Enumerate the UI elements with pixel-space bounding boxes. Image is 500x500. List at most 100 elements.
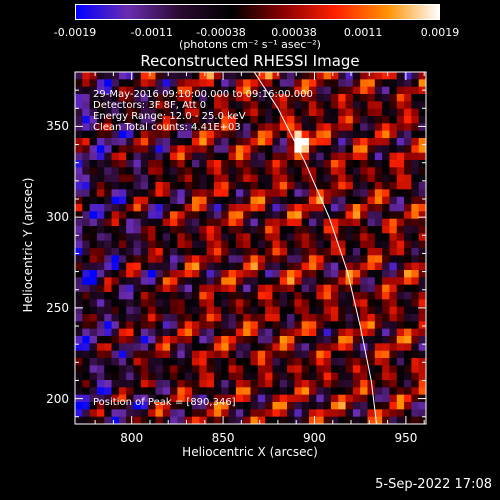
heatmap-cell — [265, 211, 273, 220]
heatmap-cell — [360, 152, 368, 161]
heatmap-cell — [257, 233, 266, 242]
heatmap-cell — [309, 350, 317, 359]
heatmap-cell — [272, 358, 281, 366]
heatmap-cell — [345, 130, 354, 139]
heatmap-cell — [301, 248, 310, 256]
heatmap-cell — [228, 262, 237, 271]
heatmap-cell — [133, 218, 142, 227]
heatmap-cell — [221, 277, 230, 286]
heatmap-cell — [192, 182, 200, 190]
heatmap-cell — [148, 101, 156, 110]
heatmap-cell — [89, 277, 98, 286]
heatmap-cell — [352, 167, 361, 176]
heatmap-cell — [316, 233, 325, 242]
plot-title: Reconstructed RHESSI Image — [140, 52, 360, 70]
heatmap-cell — [352, 204, 361, 212]
heatmap-cell — [345, 255, 354, 264]
heatmap-cell — [235, 72, 244, 80]
heatmap-cell — [294, 116, 303, 124]
heatmap-cell — [162, 277, 171, 286]
heatmap-cell — [411, 218, 420, 227]
heatmap-cell — [199, 262, 208, 271]
x-tick-label: 900 — [303, 431, 326, 445]
heatmap-cell — [257, 387, 266, 396]
heatmap-cell — [345, 336, 354, 344]
heatmap-cell — [323, 233, 332, 242]
heatmap-cell — [265, 299, 273, 308]
heatmap-cell — [330, 211, 339, 220]
heatmap-cell — [250, 211, 259, 220]
heatmap-cell — [309, 336, 317, 344]
heatmap-cell — [162, 350, 171, 359]
heatmap-cell — [389, 108, 398, 117]
heatmap-cell — [338, 350, 347, 359]
heatmap-cell — [287, 358, 295, 366]
heatmap-cell — [206, 233, 215, 242]
heatmap-cell — [389, 277, 398, 286]
heatmap-cell — [345, 167, 354, 176]
heatmap-cell — [279, 86, 288, 95]
heatmap-cell — [316, 306, 325, 315]
heatmap-cell — [389, 160, 398, 168]
heatmap-cell — [89, 387, 98, 396]
heatmap-cell — [338, 211, 347, 220]
heatmap-cell — [396, 394, 405, 403]
heatmap-cell — [374, 160, 383, 168]
heatmap-cell — [82, 204, 91, 212]
heatmap-cell — [352, 174, 361, 183]
heatmap-cell — [360, 79, 368, 88]
heatmap-cell — [162, 416, 171, 424]
heatmap-cell — [294, 189, 303, 198]
heatmap-cell — [265, 94, 273, 102]
heatmap-cell — [111, 108, 120, 117]
heatmap-cell — [213, 328, 222, 337]
heatmap-cell — [89, 189, 98, 198]
heatmap-cell — [250, 372, 259, 381]
heatmap-cell — [345, 372, 354, 381]
heatmap-cell — [323, 174, 332, 183]
heatmap-cell — [382, 336, 390, 344]
heatmap-cell — [162, 72, 171, 80]
heatmap-cell — [192, 116, 200, 124]
heatmap-cell — [250, 240, 259, 249]
heatmap-cell — [199, 138, 208, 146]
heatmap-cell — [265, 328, 273, 337]
heatmap-cell — [374, 196, 383, 205]
heatmap-cell — [389, 211, 398, 220]
heatmap-cell — [206, 72, 215, 80]
heatmap-cell — [352, 372, 361, 381]
heatmap-cell — [170, 189, 178, 198]
heatmap-cell — [235, 284, 244, 293]
heatmap-cell — [155, 94, 164, 102]
heatmap-cell — [279, 270, 288, 278]
heatmap-cell — [272, 196, 281, 205]
heatmap-cell — [330, 94, 339, 102]
colorbar-tick-label: -0.0011 — [130, 26, 174, 39]
heatmap-cell — [213, 211, 222, 220]
heatmap-cell — [265, 167, 273, 176]
heatmap-cell — [396, 402, 405, 410]
energy-range-annotation: Energy Range: 12.0 - 25.0 keV — [93, 111, 246, 122]
heatmap-cell — [126, 94, 134, 102]
heatmap-cell — [170, 182, 178, 190]
heatmap-cell — [323, 409, 332, 418]
heatmap-cell — [316, 79, 325, 88]
heatmap-cell — [82, 262, 91, 271]
heatmap-cell — [418, 328, 426, 337]
heatmap-cell — [360, 284, 368, 293]
heatmap-cell — [338, 108, 347, 117]
heatmap-cell — [338, 182, 347, 190]
heatmap-cell — [250, 416, 259, 424]
heatmap-cell — [235, 86, 244, 95]
heatmap-cell — [89, 226, 98, 234]
heatmap-cell — [279, 409, 288, 418]
heatmap-cell — [301, 255, 310, 264]
heatmap-cell — [316, 101, 325, 110]
heatmap-cell — [330, 72, 339, 80]
heatmap-cell — [206, 343, 215, 352]
heatmap-cell — [250, 79, 259, 88]
heatmap-cell — [265, 270, 273, 278]
heatmap-cell — [213, 204, 222, 212]
heatmap-cell — [111, 299, 120, 308]
heatmap-cell — [243, 306, 251, 315]
